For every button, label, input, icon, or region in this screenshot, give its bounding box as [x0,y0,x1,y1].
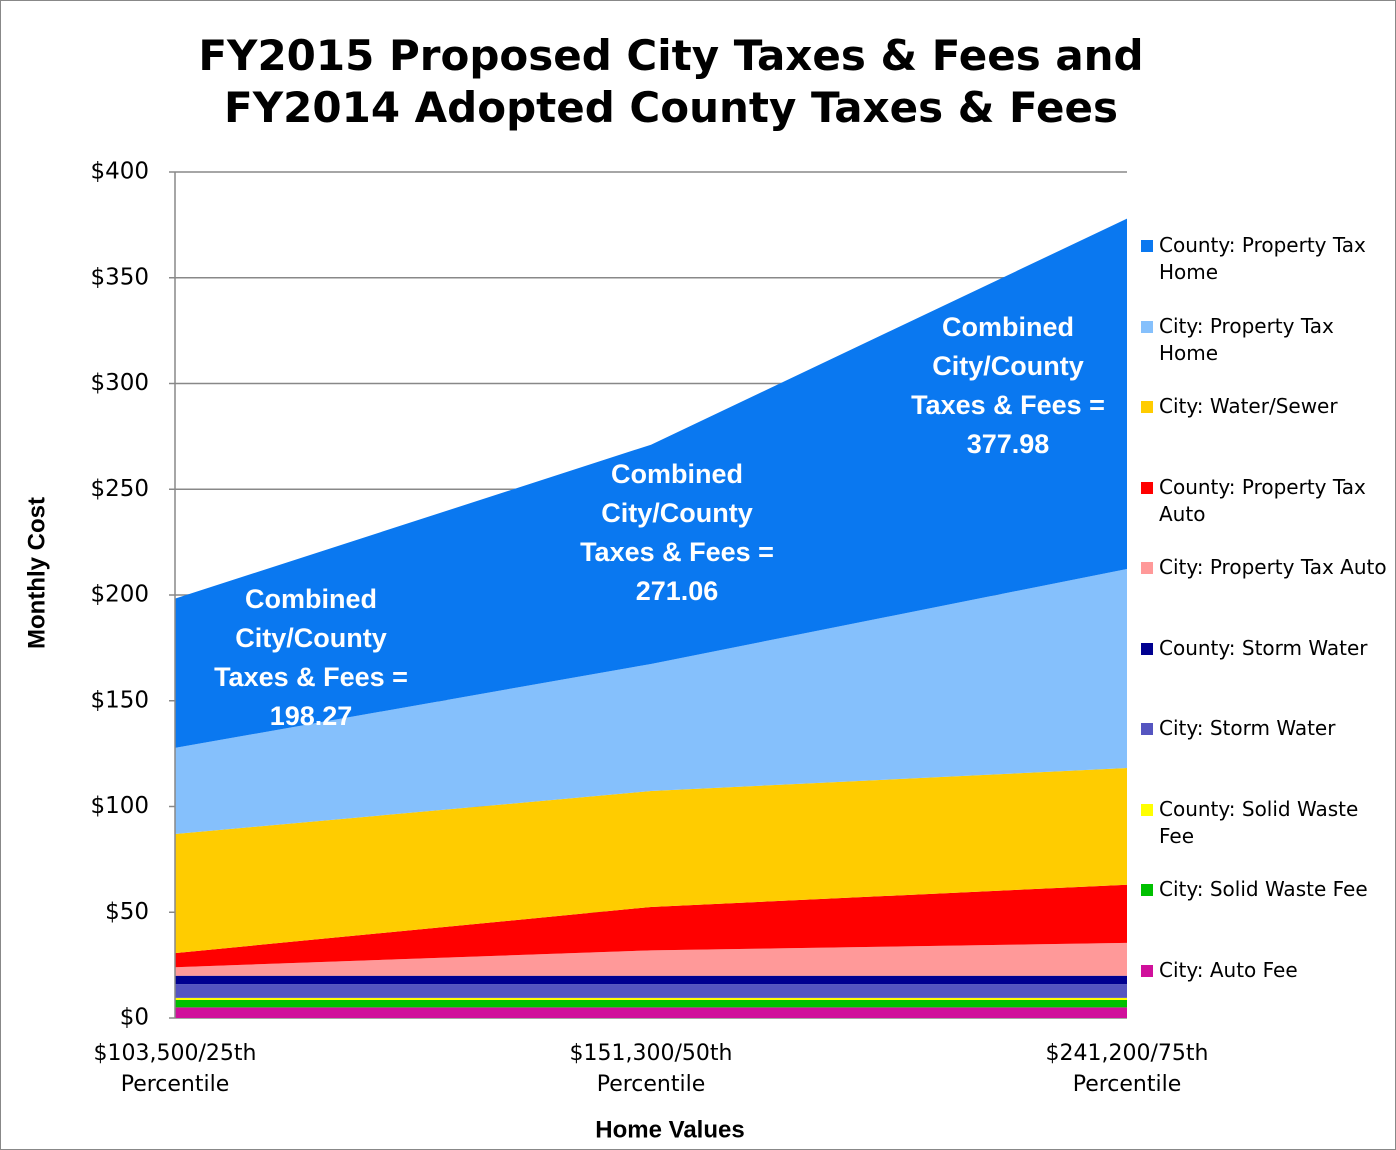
area [175,768,1127,954]
annotation: 198.27 [270,701,353,731]
chart-title: FY2014 Adopted County Taxes & Fees [224,83,1118,132]
area [175,1000,1127,1008]
legend-entry: County: Storm Water [1141,635,1391,662]
legend-swatch [1141,481,1153,494]
legend-entry: City: Auto Fee [1141,957,1391,984]
area [175,884,1127,968]
legend-label: City: Water/Sewer [1159,394,1338,418]
legend-swatch [1141,642,1153,655]
area [175,218,1127,748]
legend-label: County: Property Tax Home [1159,233,1366,284]
y-tick-label: $200 [90,582,149,608]
y-tick-label: $300 [90,370,149,396]
legend-entry: County: Property Tax Home [1141,232,1391,286]
y-tick-label: $100 [90,793,149,819]
annotation: Taxes & Fees = [580,537,774,567]
legend-entry: County: Property Tax Auto [1141,474,1391,528]
legend-label: City: Property Tax Auto [1159,555,1387,579]
area [175,984,1127,998]
chart-title: FY2015 Proposed City Taxes & Fees and [198,31,1144,80]
legend-swatch [1141,884,1153,896]
area [175,942,1127,976]
x-axis-label: Home Values [595,1116,744,1143]
legend-swatch [1141,320,1153,333]
y-tick-label: $50 [105,899,149,925]
legend-label: County: Solid Waste Fee [1159,796,1359,848]
legend-swatch [1141,562,1153,574]
legend-swatch [1141,964,1153,977]
x-tick-label: $151,300/50th Percentile [569,1041,733,1097]
y-tick-label: $0 [120,1005,149,1031]
legend-label: City: Property Tax Home [1159,313,1334,365]
y-axis-label: Monthly Cost [23,497,50,649]
legend-label: County: Storm Water [1159,635,1368,660]
area [175,975,1127,985]
legend-label: County: Property Tax Auto [1159,474,1366,526]
annotation: 377.98 [967,429,1050,459]
y-tick-label: $400 [90,159,149,185]
y-tick-label: $150 [90,687,149,713]
area [175,997,1127,1001]
x-tick-label: $103,500/25th Percentile [93,1041,257,1097]
annotation: Combined [245,584,377,614]
y-tick-label: $350 [90,264,149,290]
y-tick-label: $250 [90,476,149,502]
annotation: City/County [932,351,1084,381]
legend-swatch [1141,240,1153,252]
annotation: City/County [601,498,753,528]
legend-entry: City: Water/Sewer [1141,393,1391,420]
legend-swatch [1141,723,1153,735]
area [175,1007,1127,1018]
legend-label: City: Storm Water [1159,716,1336,740]
annotation: Combined [942,312,1074,342]
legend-entry: City: Solid Waste Fee [1141,876,1391,903]
annotation: 271.06 [636,576,719,606]
legend-label: City: Solid Waste Fee [1159,877,1368,901]
legend-entry: City: Property Tax Auto [1141,554,1391,581]
annotation: Combined [611,459,743,489]
legend-entry: County: Solid Waste Fee [1141,796,1391,850]
legend-label: City: Auto Fee [1159,957,1298,982]
x-tick-label: $241,200/75th Percentile [1045,1041,1209,1097]
annotation: Taxes & Fees = [911,390,1105,420]
legend-entry: City: Storm Water [1141,715,1391,742]
legend-entry: City: Property Tax Home [1141,313,1391,367]
annotation: City/County [235,623,387,653]
legend-swatch [1141,803,1153,816]
area [175,568,1127,834]
annotation: Taxes & Fees = [214,662,408,692]
legend-swatch [1141,401,1153,413]
